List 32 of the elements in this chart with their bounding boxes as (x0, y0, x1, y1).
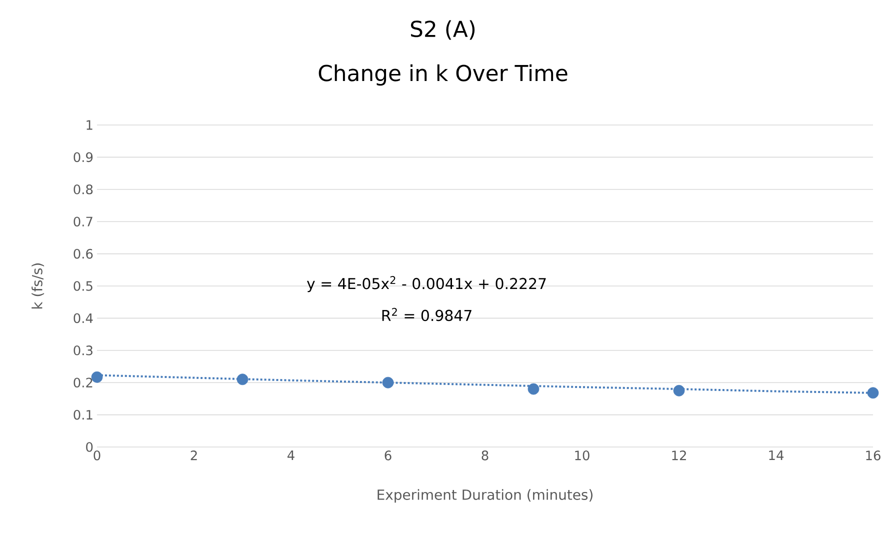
annotation: R$^{2}$ = 0.9847 (382, 308, 472, 322)
point (528, 383, 540, 395)
y-axis-title: k (fs/s) (32, 263, 44, 308)
x-axis-title: Experiment Duration (minutes) (378, 489, 592, 503)
x-tick-label: 12 (672, 450, 686, 460)
y-tick-label: 0.7 (74, 216, 92, 226)
point (867, 387, 879, 399)
chart-subtitle: Change in k Over Time (318, 64, 568, 86)
annotation: y = 4E-05x$^{2}$ - 0.0041x + 0.2227 (306, 276, 546, 292)
x-tick-label: 8 (482, 450, 488, 460)
y-tick-label: 0.6 (74, 248, 93, 259)
y-tick-label: 0.8 (74, 184, 93, 194)
point (382, 376, 394, 388)
y-tick-label: 0.5 (74, 281, 92, 291)
y-tick-label: 0.9 (74, 152, 93, 162)
y-tick-label: 0.3 (74, 346, 92, 356)
x-tick-label: 6 (384, 450, 392, 460)
x-tick-label: 0 (94, 450, 100, 460)
y-tick-label: 0.4 (74, 313, 93, 324)
x-tick-label: 16 (866, 450, 880, 460)
x-tick-label: 4 (288, 450, 294, 460)
point (673, 384, 685, 396)
point (236, 374, 248, 386)
y-tick-label: 0.2 (74, 378, 92, 388)
chart-title: S2 (A) (410, 20, 475, 40)
x-tick-label: 14 (769, 450, 784, 460)
y-tick-label: 1 (86, 120, 92, 130)
x-tick-label: 10 (575, 450, 590, 460)
y-tick-label: 0.1 (74, 410, 92, 420)
point (91, 371, 103, 383)
x-tick-label: 2 (190, 450, 197, 460)
y-tick-label: 0 (86, 442, 93, 452)
